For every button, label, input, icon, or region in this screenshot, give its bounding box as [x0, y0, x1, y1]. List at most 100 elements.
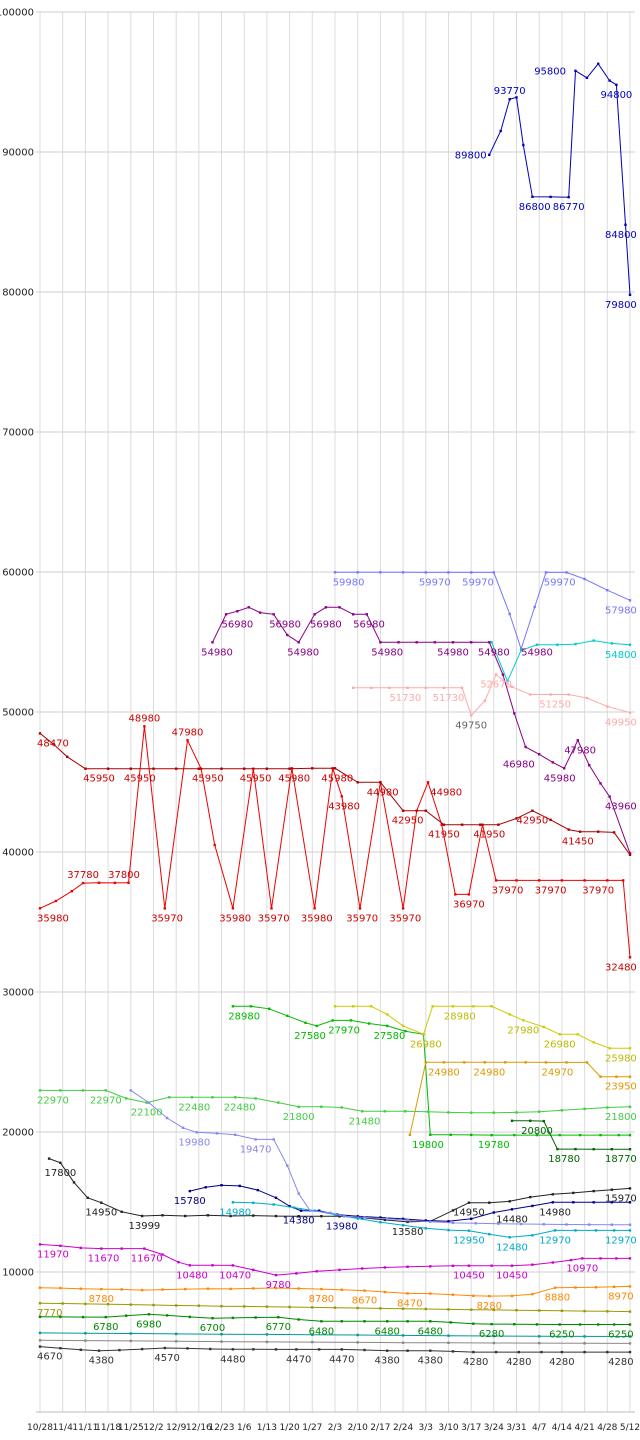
- data-point: [338, 606, 341, 609]
- data-point: [340, 1106, 343, 1109]
- point-label: 15970: [605, 1193, 637, 1204]
- data-point: [442, 823, 446, 826]
- point-label: 13980: [326, 1221, 358, 1232]
- data-point: [544, 571, 548, 574]
- data-point: [243, 767, 246, 770]
- point-label: 22100: [131, 1108, 163, 1119]
- data-point: [567, 828, 570, 831]
- data-point: [168, 1096, 171, 1099]
- point-label: 84800: [605, 230, 637, 241]
- data-point: [572, 1191, 575, 1195]
- data-point: [265, 767, 269, 770]
- x-axis-label: 12/16: [186, 1423, 212, 1433]
- point-label: 24970: [541, 1067, 573, 1078]
- data-point: [243, 1305, 246, 1308]
- data-point: [363, 1289, 366, 1292]
- data-point: [308, 1209, 312, 1212]
- point-label: 27580: [374, 1031, 406, 1042]
- data-point: [429, 1320, 432, 1323]
- data-point: [297, 1287, 300, 1290]
- data-point: [510, 1264, 514, 1267]
- point-label: 35980: [301, 913, 333, 924]
- data-point: [401, 809, 405, 812]
- y-axis-label: 40000: [2, 848, 34, 859]
- series-black-line: [48, 1158, 631, 1223]
- data-point: [231, 1264, 235, 1267]
- data-point: [265, 1305, 269, 1308]
- data-point: [429, 1265, 432, 1268]
- data-point: [361, 1110, 364, 1113]
- point-label: 18770: [605, 1154, 637, 1165]
- data-point: [297, 1105, 300, 1108]
- data-point: [84, 1302, 87, 1306]
- point-label: 4380: [374, 1356, 399, 1367]
- data-point: [304, 1021, 307, 1024]
- data-point: [538, 1335, 541, 1338]
- data-point: [106, 1303, 110, 1306]
- data-point: [542, 1025, 545, 1029]
- point-label: 45980: [544, 773, 576, 784]
- point-label: 24980: [428, 1067, 460, 1078]
- data-point: [544, 1061, 548, 1064]
- point-label: 8780: [89, 1294, 114, 1305]
- data-point: [145, 1101, 148, 1104]
- data-point: [363, 1216, 366, 1219]
- data-point: [594, 1229, 598, 1232]
- data-point: [454, 893, 457, 896]
- point-label: 94800: [600, 90, 632, 101]
- x-axis-label: 4/21: [574, 1423, 594, 1433]
- point-label: 43960: [605, 802, 637, 813]
- data-point: [38, 1089, 42, 1092]
- data-point: [383, 1266, 387, 1269]
- data-point: [542, 1119, 545, 1123]
- point-label: 4470: [329, 1354, 354, 1365]
- point-label: 6480: [374, 1326, 399, 1337]
- data-point: [447, 1341, 450, 1344]
- point-label: 8880: [545, 1293, 570, 1304]
- point-label: 4280: [549, 1357, 574, 1368]
- data-point: [401, 1224, 405, 1227]
- data-point: [424, 1061, 427, 1064]
- data-point: [429, 1292, 432, 1295]
- data-point: [599, 1133, 602, 1137]
- point-label: 6480: [309, 1326, 334, 1337]
- data-point: [538, 753, 541, 756]
- data-point: [424, 1227, 427, 1230]
- point-label: 32480: [605, 962, 637, 973]
- point-label: 37800: [108, 870, 140, 881]
- x-axis-label: 1/27: [302, 1423, 322, 1433]
- data-point: [563, 767, 566, 770]
- data-point: [333, 1306, 337, 1309]
- x-axis-label: 4/7: [532, 1423, 546, 1433]
- data-point: [451, 1350, 455, 1353]
- data-point: [165, 1116, 169, 1120]
- data-point: [356, 781, 359, 784]
- data-point: [565, 1223, 568, 1226]
- point-label: 52670: [480, 680, 512, 691]
- data-point: [449, 1133, 452, 1136]
- data-point: [608, 795, 611, 798]
- data-point: [406, 1220, 409, 1224]
- data-point: [340, 1348, 343, 1351]
- data-point: [356, 1215, 359, 1218]
- data-point: [490, 1264, 493, 1267]
- data-point: [383, 1110, 387, 1113]
- data-point: [628, 1229, 632, 1232]
- data-point: [231, 1201, 235, 1204]
- data-point: [161, 1214, 164, 1217]
- point-label: 24980: [473, 1067, 505, 1078]
- data-point: [349, 1019, 353, 1022]
- point-label: 10470: [219, 1270, 251, 1281]
- point-label: 20800: [521, 1126, 553, 1137]
- data-point: [406, 1265, 409, 1268]
- data-point: [59, 1244, 62, 1247]
- series-gray-line: [39, 1339, 631, 1344]
- data-point: [406, 1292, 409, 1295]
- data-point: [383, 1218, 387, 1222]
- point-label: 14480: [496, 1214, 528, 1225]
- data-point: [513, 1133, 516, 1137]
- data-point: [252, 1214, 255, 1217]
- data-point: [211, 1096, 214, 1099]
- data-point: [628, 852, 632, 855]
- data-point: [606, 705, 609, 708]
